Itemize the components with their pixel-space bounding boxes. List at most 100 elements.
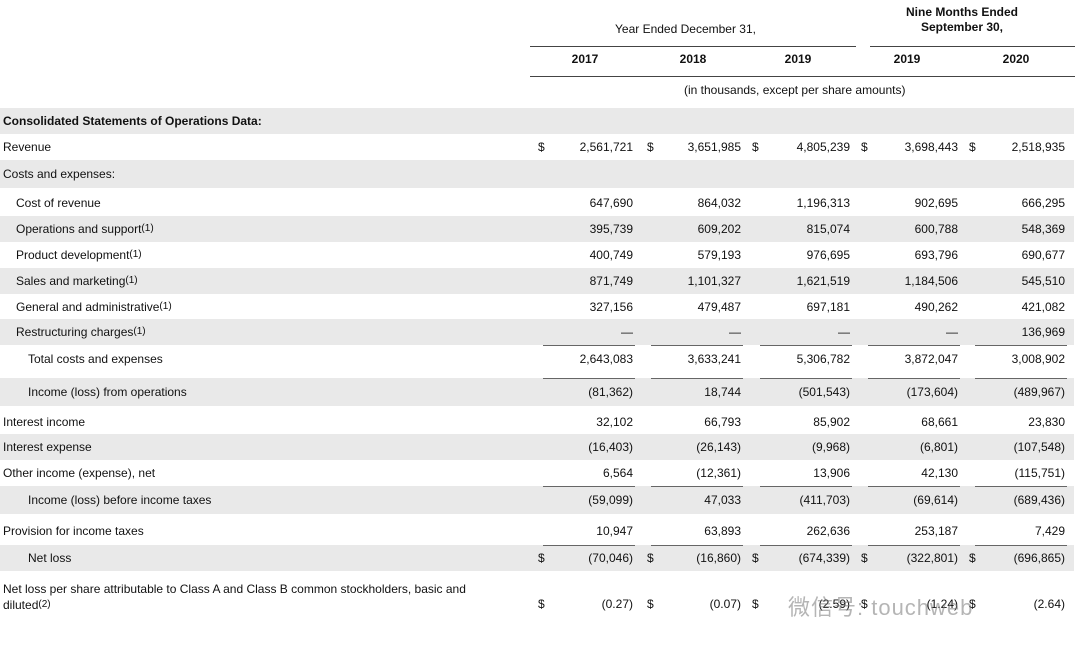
subtotal-rule xyxy=(760,345,852,346)
cell-value: 3,651,985 xyxy=(687,140,741,154)
rule xyxy=(530,46,856,47)
row-label: Consolidated Statements of Operations Da… xyxy=(3,114,262,128)
currency-symbol: $ xyxy=(969,140,976,154)
row-label: Restructuring charges(1) xyxy=(16,325,146,339)
label-text: Net loss xyxy=(28,551,72,565)
cell-value: 23,830 xyxy=(1028,415,1065,429)
group-header: Year Ended December 31, xyxy=(615,22,756,36)
row-label: Operations and support(1) xyxy=(16,222,154,236)
cell-value: 327,156 xyxy=(589,300,633,314)
cell-value: 32,102 xyxy=(596,415,633,429)
label-text: Interest income xyxy=(3,415,86,429)
row-shade xyxy=(0,545,1074,571)
row-label: Provision for income taxes xyxy=(3,524,144,538)
footnote-ref: (1) xyxy=(159,301,172,312)
cell-value: (674,339) xyxy=(798,551,850,565)
cell-value: 7,429 xyxy=(1034,524,1065,538)
cell-value: (6,801) xyxy=(919,440,958,454)
subtotal-rule xyxy=(975,486,1067,487)
subtotal-rule xyxy=(543,345,635,346)
row-shade xyxy=(0,378,1074,406)
cell-value: 548,369 xyxy=(1021,222,1065,236)
watermark: 微信号: touchweb xyxy=(788,595,974,620)
cell-value: 690,677 xyxy=(1021,248,1065,262)
row-shade xyxy=(0,486,1074,514)
currency-symbol: $ xyxy=(538,597,545,611)
cell-value: 6,564 xyxy=(602,466,633,480)
currency-symbol: $ xyxy=(647,551,654,565)
cell-value: (322,801) xyxy=(906,551,958,565)
label-text: Operations and support xyxy=(16,222,142,236)
cell-value: 262,636 xyxy=(806,524,850,538)
cell-value: 4,805,239 xyxy=(796,140,850,154)
subtotal-rule xyxy=(975,545,1067,546)
cell-value: 2,518,935 xyxy=(1011,140,1065,154)
row-shade xyxy=(0,216,1074,242)
subtotal-rule xyxy=(543,545,635,546)
currency-symbol: $ xyxy=(538,551,545,565)
units-note: (in thousands, except per share amounts) xyxy=(684,83,906,97)
row-shade xyxy=(0,160,1074,188)
cell-value: (70,046) xyxy=(588,551,633,565)
row-label: Interest expense xyxy=(3,440,92,454)
rule xyxy=(530,76,1075,77)
subtotal-rule xyxy=(651,545,743,546)
cell-value: (59,099) xyxy=(588,493,633,507)
label-text: Consolidated Statements of Operations Da… xyxy=(3,114,262,128)
cell-value: 68,661 xyxy=(921,415,958,429)
label-text: Costs and expenses: xyxy=(3,167,116,181)
row-label: Total costs and expenses xyxy=(28,352,163,366)
row-label: Revenue xyxy=(3,140,51,154)
cell-value: (16,860) xyxy=(696,551,741,565)
label-text: Net loss per share attributable to Class… xyxy=(3,582,466,612)
cell-value: 864,032 xyxy=(697,196,741,210)
cell-value: 10,947 xyxy=(596,524,633,538)
cell-value: (12,361) xyxy=(696,466,741,480)
cell-value: 579,193 xyxy=(697,248,741,262)
cell-value: 2,643,083 xyxy=(579,352,633,366)
cell-value: — xyxy=(729,325,741,339)
group-header: September 30, xyxy=(920,20,1004,34)
footnote-ref: (1) xyxy=(133,326,146,337)
currency-symbol: $ xyxy=(861,551,868,565)
row-shade xyxy=(0,268,1074,294)
label-text: General and administrative xyxy=(16,300,160,314)
cell-value: 545,510 xyxy=(1021,274,1065,288)
cell-value: (26,143) xyxy=(696,440,741,454)
subtotal-rule xyxy=(651,486,743,487)
row-label: Cost of revenue xyxy=(16,196,101,210)
label-text: Income (loss) before income taxes xyxy=(28,493,212,507)
row-label: Costs and expenses: xyxy=(3,167,115,181)
row-label: Income (loss) from operations xyxy=(28,385,187,399)
cell-value: 13,906 xyxy=(813,466,850,480)
cell-value: (9,968) xyxy=(811,440,850,454)
cell-value: — xyxy=(946,325,958,339)
cell-value: (1.24) xyxy=(926,597,958,611)
footnote-ref: (1) xyxy=(129,249,142,260)
subtotal-rule xyxy=(760,378,852,379)
cell-value: 3,008,902 xyxy=(1011,352,1065,366)
row-label: General and administrative(1) xyxy=(16,300,172,314)
column-header: 2020 xyxy=(1002,52,1030,66)
subtotal-rule xyxy=(868,378,960,379)
cell-value: 815,074 xyxy=(806,222,850,236)
row-label: Net loss per share attributable to Class… xyxy=(3,582,503,613)
label-text: Total costs and expenses xyxy=(28,352,163,366)
cell-value: (0.27) xyxy=(601,597,633,611)
row-shade xyxy=(0,434,1074,460)
label-text: Provision for income taxes xyxy=(3,524,144,538)
cell-value: (696,865) xyxy=(1013,551,1065,565)
group-header: Nine Months Ended xyxy=(906,5,1018,19)
row-label: Net loss xyxy=(28,551,71,565)
subtotal-rule xyxy=(651,345,743,346)
cell-value: 1,196,313 xyxy=(796,196,850,210)
cell-value: (81,362) xyxy=(588,385,633,399)
cell-value: (0.07) xyxy=(709,597,741,611)
cell-value: 697,181 xyxy=(806,300,850,314)
label-text: Interest expense xyxy=(3,440,92,454)
currency-symbol: $ xyxy=(969,551,976,565)
column-header: 2018 xyxy=(679,52,707,66)
row-label: Other income (expense), net xyxy=(3,466,155,480)
label-text: Other income (expense), net xyxy=(3,466,156,480)
